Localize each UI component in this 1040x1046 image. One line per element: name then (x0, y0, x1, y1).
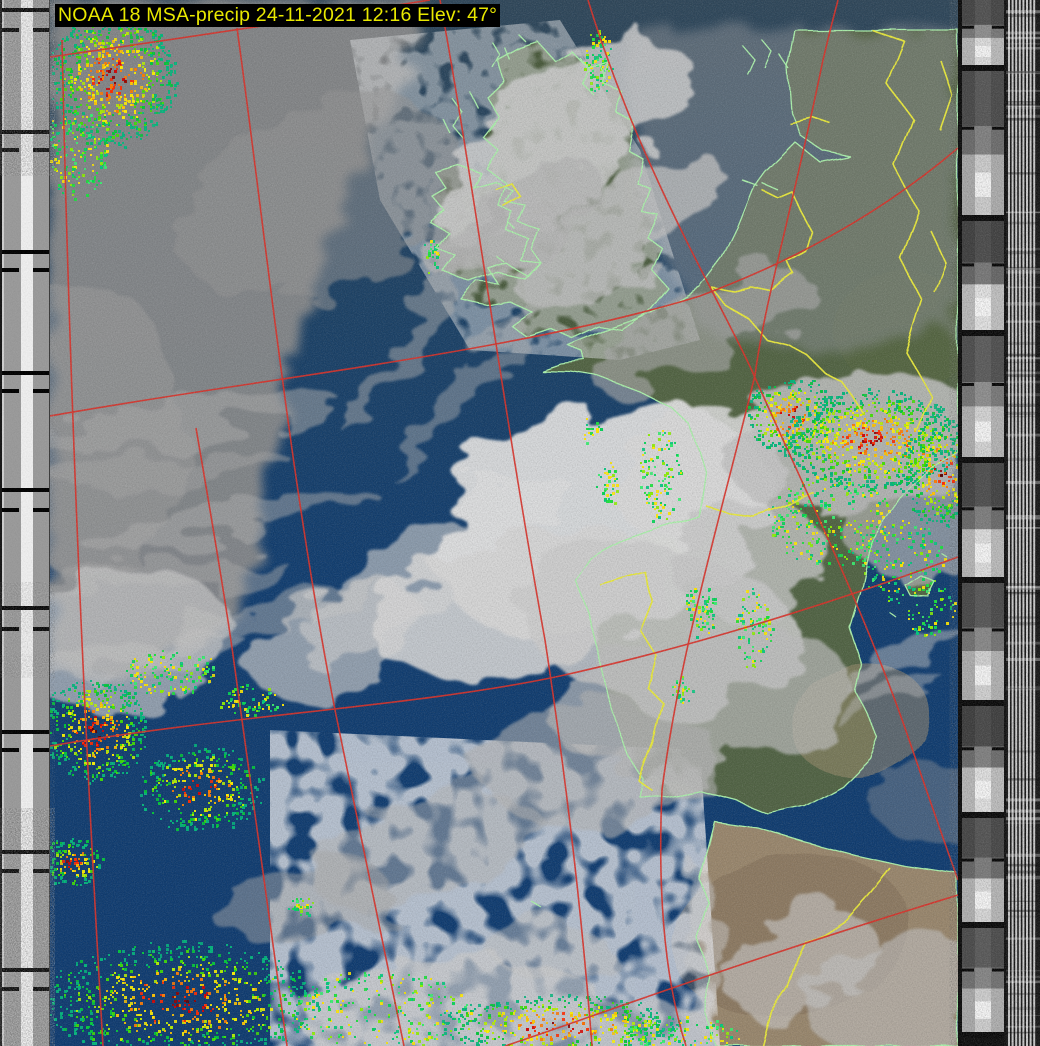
right-telemetry-bar (958, 0, 1040, 1046)
map-area (50, 0, 958, 1046)
overlay-title: NOAA 18 MSA-precip 24-11-2021 12:16 Elev… (55, 4, 501, 27)
grain-dark (50, 0, 958, 1046)
left-telemetry-bar (0, 0, 50, 1046)
